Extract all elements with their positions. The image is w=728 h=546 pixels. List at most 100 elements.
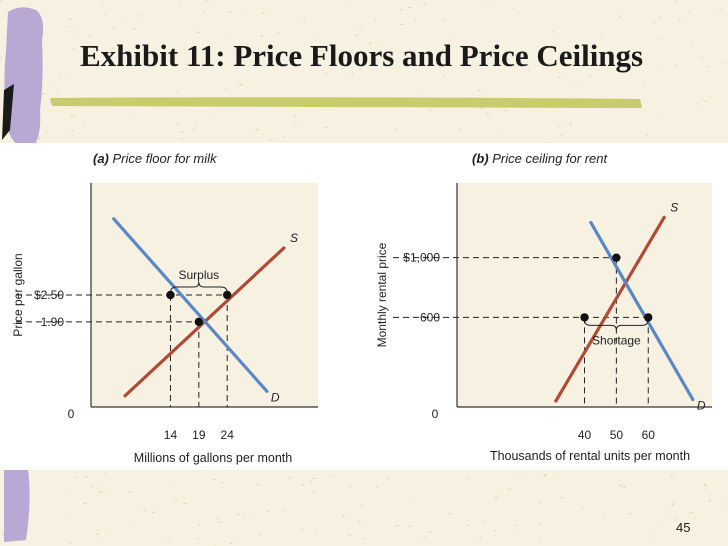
speckle — [240, 83, 243, 85]
demand-curve — [112, 217, 269, 393]
speckle — [212, 479, 216, 481]
speckle — [97, 541, 100, 543]
speckle — [219, 521, 223, 523]
speckle — [105, 492, 107, 494]
speckle — [400, 9, 403, 11]
data-point — [166, 290, 175, 300]
speckle — [415, 498, 416, 500]
data-point — [223, 290, 232, 300]
speckle — [256, 484, 260, 486]
slide-title: Exhibit 11: Price Floors and Price Ceili… — [80, 38, 644, 73]
speckle — [513, 534, 515, 536]
panel-title: (a) Price floor for milk — [93, 151, 218, 166]
speckle — [603, 514, 605, 516]
shortage-brace — [584, 319, 649, 331]
speckle — [321, 47, 324, 49]
y-tick-label: $1,000 — [403, 251, 440, 265]
speckle — [588, 75, 591, 76]
speckle — [487, 1, 489, 3]
speckle — [111, 47, 114, 49]
speckle — [183, 502, 187, 504]
speckle — [303, 20, 306, 22]
speckle — [206, 0, 209, 1]
speckle — [387, 478, 390, 480]
speckle — [429, 531, 433, 533]
speckle — [674, 518, 677, 520]
speckle — [278, 32, 280, 34]
speckle — [358, 520, 361, 522]
speckle — [694, 517, 696, 519]
speckle — [494, 530, 497, 532]
speckle — [197, 524, 200, 526]
speckle — [313, 36, 315, 38]
speckle — [186, 64, 189, 66]
speckle — [673, 502, 676, 504]
speckle — [133, 28, 136, 30]
speckle — [481, 108, 484, 110]
speckle — [103, 14, 106, 16]
speckle — [519, 476, 521, 478]
speckle — [675, 0, 678, 2]
speckle — [121, 47, 124, 49]
speckle — [167, 540, 170, 542]
speckle — [447, 64, 449, 66]
speckle — [451, 65, 454, 67]
speckle — [443, 75, 445, 77]
speckle — [658, 527, 660, 529]
speckle — [543, 474, 546, 476]
speckle — [192, 129, 195, 131]
x-tick-label: 40 — [578, 428, 592, 442]
speckle — [704, 483, 706, 485]
speckle — [325, 72, 328, 74]
supply-curve-label: S — [670, 200, 678, 214]
speckle — [181, 137, 184, 139]
speckle — [704, 485, 707, 487]
speckle — [117, 51, 120, 53]
speckle — [660, 116, 663, 118]
speckle — [195, 123, 197, 125]
speckle — [242, 512, 245, 514]
speckle — [324, 127, 327, 128]
speckle — [236, 514, 240, 515]
speckle — [671, 518, 673, 520]
speckle — [494, 497, 497, 499]
speckle — [66, 487, 68, 489]
speckle — [320, 50, 323, 52]
speckle — [91, 486, 94, 487]
origin-label: 0 — [68, 407, 75, 421]
speckle — [429, 109, 432, 111]
speckle — [504, 110, 507, 111]
panel-title-text: Price ceiling for rent — [489, 151, 609, 166]
speckle — [507, 488, 511, 490]
speckle — [197, 31, 201, 33]
page-number: 45 — [676, 520, 691, 535]
speckle — [704, 100, 708, 102]
panel-title-text: Price floor for milk — [109, 151, 218, 166]
speckle — [309, 481, 312, 482]
speckle — [643, 84, 646, 86]
speckle — [695, 103, 698, 105]
speckle — [176, 90, 178, 92]
speckle — [499, 133, 501, 135]
speckle — [516, 525, 519, 527]
speckle — [101, 2, 104, 4]
speckle — [619, 15, 622, 17]
speckle — [351, 5, 353, 7]
speckle — [225, 88, 228, 90]
speckle — [127, 111, 130, 113]
speckle — [688, 12, 691, 14]
panel-title: (b) Price ceiling for rent — [472, 151, 608, 166]
x-tick-label: 14 — [164, 428, 178, 442]
demand-curve-label: D — [697, 399, 706, 413]
speckle — [185, 68, 188, 70]
speckle — [65, 515, 67, 517]
black-accent-stroke — [2, 84, 14, 140]
speckle — [408, 7, 411, 8]
speckle — [37, 138, 40, 140]
speckle — [569, 123, 572, 125]
speckle — [581, 508, 583, 510]
speckle — [709, 97, 711, 98]
speckle — [99, 491, 102, 493]
speckle — [448, 513, 452, 515]
